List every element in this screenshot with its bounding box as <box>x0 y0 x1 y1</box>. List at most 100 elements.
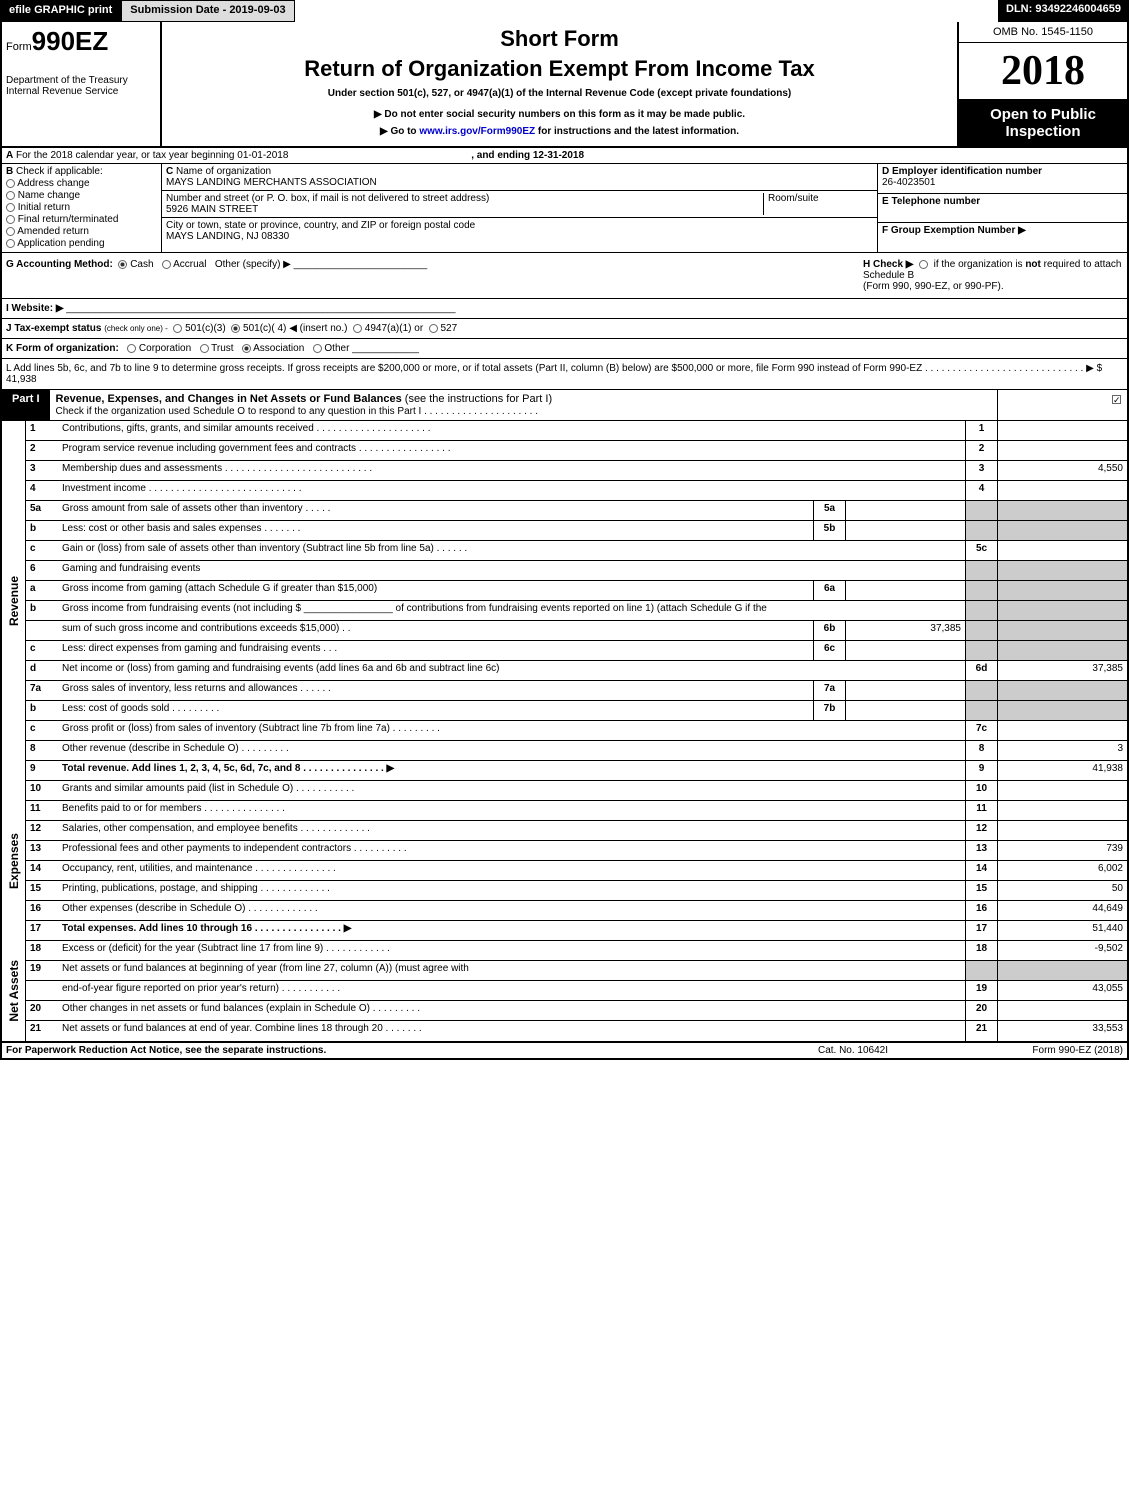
l17-mn: 17 <box>965 921 997 940</box>
l7a-sn: 7a <box>813 681 845 700</box>
l6b2-sn: 6b <box>813 621 845 640</box>
l13-desc: Professional fees and other payments to … <box>58 841 965 860</box>
j-501c3-radio[interactable] <box>173 324 182 333</box>
l7b-sn: 7b <box>813 701 845 720</box>
l7a-mv <box>997 681 1127 700</box>
l8-num: 8 <box>26 741 58 760</box>
l5a-desc: Gross amount from sale of assets other t… <box>58 501 813 520</box>
l3-desc: Membership dues and assessments . . . . … <box>58 461 965 480</box>
l6a-sn: 6a <box>813 581 845 600</box>
dept-irs: Internal Revenue Service <box>6 86 156 97</box>
l2-mn: 2 <box>965 441 997 460</box>
application-pending-radio[interactable] <box>6 239 15 248</box>
l20-desc: Other changes in net assets or fund bala… <box>58 1001 965 1020</box>
form-number: 990EZ <box>32 26 109 56</box>
l4-num: 4 <box>26 481 58 500</box>
l6b2-num <box>26 621 58 640</box>
ssn-note: ▶ Do not enter social security numbers o… <box>170 109 949 120</box>
opt-application-pending: Application pending <box>17 238 104 249</box>
k-corp: Corporation <box>139 343 191 354</box>
row-k: K Form of organization: Corporation Trus… <box>0 339 1129 359</box>
l6b-mn <box>965 601 997 620</box>
row-g: G Accounting Method: Cash Accrual Other … <box>0 253 1129 299</box>
address-change-radio[interactable] <box>6 179 15 188</box>
l14-num: 14 <box>26 861 58 880</box>
top-bar: efile GRAPHIC print Submission Date - 20… <box>0 0 1129 22</box>
l14-mn: 14 <box>965 861 997 880</box>
j-527-radio[interactable] <box>429 324 438 333</box>
expenses-vlabel: Expenses <box>2 781 26 941</box>
name-change-radio[interactable] <box>6 191 15 200</box>
opt-amended-return: Amended return <box>17 226 89 237</box>
l5b-sn: 5b <box>813 521 845 540</box>
l6a-mv <box>997 581 1127 600</box>
row-l: L Add lines 5b, 6c, and 7b to line 9 to … <box>0 359 1129 390</box>
initial-return-radio[interactable] <box>6 203 15 212</box>
col-c: C Name of organization MAYS LANDING MERC… <box>162 164 877 252</box>
l19-mv <box>997 961 1127 980</box>
name-of-org-label: Name of organization <box>176 166 271 177</box>
l-text: L Add lines 5b, 6c, and 7b to line 9 to … <box>6 363 1102 385</box>
l5b-mn <box>965 521 997 540</box>
expenses-section: Expenses 10Grants and similar amounts pa… <box>0 781 1129 941</box>
l7b-mn <box>965 701 997 720</box>
l17-num: 17 <box>26 921 58 940</box>
k-trust-radio[interactable] <box>200 344 209 353</box>
l7c-desc: Gross profit or (loss) from sales of inv… <box>58 721 965 740</box>
k-corp-radio[interactable] <box>127 344 136 353</box>
l11-mn: 11 <box>965 801 997 820</box>
opt-address-change: Address change <box>17 178 89 189</box>
l21-desc: Net assets or fund balances at end of ye… <box>58 1021 965 1041</box>
return-title: Return of Organization Exempt From Incom… <box>170 56 949 82</box>
efile-print-button[interactable]: efile GRAPHIC print <box>0 0 121 22</box>
j-4947-radio[interactable] <box>353 324 362 333</box>
l14-desc: Occupancy, rent, utilities, and maintena… <box>58 861 965 880</box>
l12-num: 12 <box>26 821 58 840</box>
l6b2-mv <box>997 621 1127 640</box>
l5b-num: b <box>26 521 58 540</box>
l6b-mv <box>997 601 1127 620</box>
ein-label: D Employer identification number <box>882 166 1042 177</box>
k-other-radio[interactable] <box>313 344 322 353</box>
l18-mn: 18 <box>965 941 997 960</box>
l3-mv: 4,550 <box>997 461 1127 480</box>
l5c-mn: 5c <box>965 541 997 560</box>
l16-desc: Other expenses (describe in Schedule O) … <box>58 901 965 920</box>
l19-desc: Net assets or fund balances at beginning… <box>58 961 965 980</box>
h-radio[interactable] <box>919 260 928 269</box>
l19b-mn: 19 <box>965 981 997 1000</box>
l10-num: 10 <box>26 781 58 800</box>
j-insert: ◀ (insert no.) <box>289 323 347 334</box>
irs-link[interactable]: www.irs.gov/Form990EZ <box>419 126 535 137</box>
opt-initial-return: Initial return <box>18 202 70 213</box>
l2-mv <box>997 441 1127 460</box>
l7a-desc: Gross sales of inventory, less returns a… <box>58 681 813 700</box>
part-i-sub: Check if the organization used Schedule … <box>56 406 538 417</box>
l15-mn: 15 <box>965 881 997 900</box>
l6-desc: Gaming and fundraising events <box>58 561 965 580</box>
l5b-desc: Less: cost or other basis and sales expe… <box>58 521 813 540</box>
final-return-radio[interactable] <box>6 215 15 224</box>
j-501c-radio[interactable] <box>231 324 240 333</box>
schedule-o-checkbox[interactable] <box>1112 395 1121 404</box>
l7a-num: 7a <box>26 681 58 700</box>
l9-mv: 41,938 <box>997 761 1127 780</box>
footer-right: Form 990-EZ (2018) <box>943 1045 1123 1056</box>
accrual-radio[interactable] <box>162 260 171 269</box>
amended-return-radio[interactable] <box>6 227 15 236</box>
telephone-label: E Telephone number <box>882 196 980 207</box>
revenue-section: Revenue 1Contributions, gifts, grants, a… <box>0 421 1129 781</box>
l6d-mv: 37,385 <box>997 661 1127 680</box>
l19-mn <box>965 961 997 980</box>
cash-radio[interactable] <box>118 260 127 269</box>
l18-desc: Excess or (deficit) for the year (Subtra… <box>58 941 965 960</box>
dln-label: DLN: 93492246004659 <box>998 0 1129 22</box>
k-trust: Trust <box>211 343 233 354</box>
opt-name-change: Name change <box>18 190 80 201</box>
k-assoc-radio[interactable] <box>242 344 251 353</box>
l19b-mv: 43,055 <box>997 981 1127 1000</box>
l5b-sv <box>845 521 965 540</box>
l8-mn: 8 <box>965 741 997 760</box>
l21-mn: 21 <box>965 1021 997 1041</box>
l9-desc: Total revenue. Add lines 1, 2, 3, 4, 5c,… <box>58 761 965 780</box>
